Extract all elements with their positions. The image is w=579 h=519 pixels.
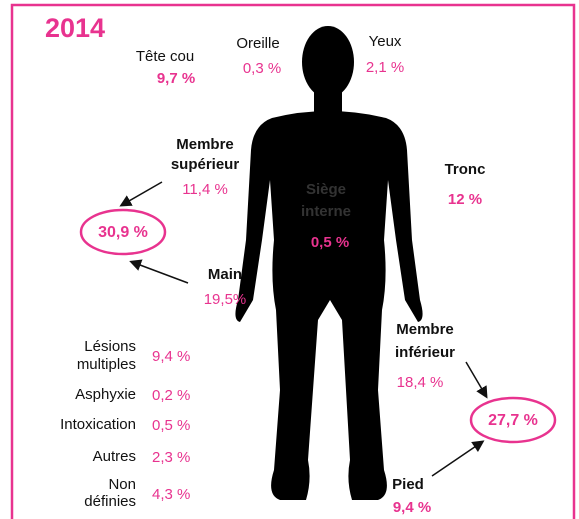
total-value: 27,7 %	[488, 412, 538, 429]
other-label: Intoxication	[60, 416, 136, 433]
part-label: inférieur	[395, 344, 455, 361]
other-value: 0,5 %	[152, 417, 190, 434]
part-label: Membre	[176, 136, 234, 153]
part-value: 2,1 %	[366, 59, 404, 76]
other-label: Asphyxie	[75, 386, 136, 403]
other-label: Non	[108, 476, 136, 493]
part-label: Oreille	[236, 35, 279, 52]
part-label: interne	[301, 203, 351, 220]
other-label: multiples	[77, 356, 136, 373]
body-silhouette	[235, 26, 423, 500]
part-label: Siège	[306, 181, 346, 198]
part-value: 19,5%	[204, 291, 247, 308]
part-label: Yeux	[369, 33, 402, 50]
other-value: 2,3 %	[152, 449, 190, 466]
part-label: Tronc	[445, 161, 486, 178]
total-ellipse	[469, 396, 557, 444]
other-value: 4,3 %	[152, 486, 190, 503]
year-title: 2014	[45, 13, 105, 43]
part-label: Main	[208, 266, 242, 283]
part-value: 0,5 %	[311, 234, 349, 251]
part-value: 9,4 %	[393, 499, 431, 516]
part-value: 0,3 %	[243, 60, 281, 77]
part-label: Pied	[392, 476, 424, 493]
part-value: 9,7 %	[157, 70, 195, 87]
frame	[10, 3, 576, 519]
total-ellipse	[79, 208, 167, 256]
part-label: Membre	[396, 321, 454, 338]
part-value: 18,4 %	[397, 374, 444, 391]
other-label: Lésions	[84, 338, 136, 355]
part-value: 12 %	[448, 191, 482, 208]
other-value: 0,2 %	[152, 387, 190, 404]
other-value: 9,4 %	[152, 348, 190, 365]
other-label: définies	[84, 493, 136, 510]
part-label: supérieur	[171, 156, 240, 173]
part-value: 11,4 %	[182, 181, 228, 198]
arrows	[119, 181, 488, 477]
total-value: 30,9 %	[98, 224, 148, 241]
other-label: Autres	[93, 448, 136, 465]
part-label: Tête cou	[136, 48, 194, 65]
